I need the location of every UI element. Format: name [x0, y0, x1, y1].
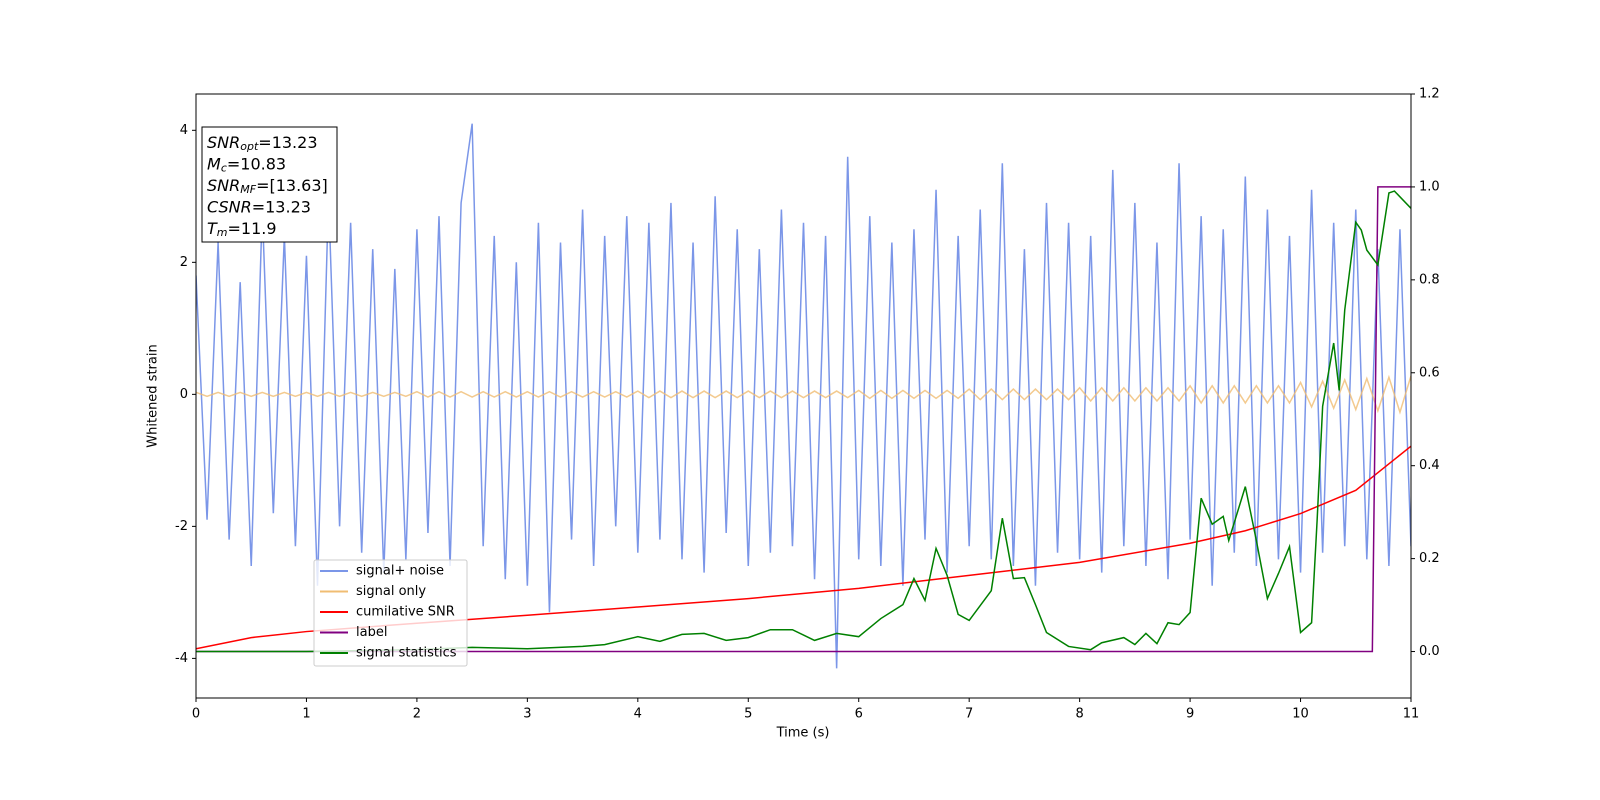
annotation-subscript: opt	[240, 140, 259, 153]
annotation-value: =11.9	[228, 219, 277, 238]
series-line	[196, 186, 1411, 653]
annotation-line: CSNR=13.23	[207, 197, 311, 216]
x-tick-label: 4	[634, 707, 642, 722]
annotation-value: =13.23	[252, 197, 311, 216]
annotation-line: Tm=11.9	[207, 219, 277, 240]
legend-label: signal statistics	[356, 646, 457, 661]
annotation-box	[201, 126, 338, 243]
annotation-value: =13.23	[258, 133, 317, 152]
legend-label: label	[356, 625, 387, 640]
x-tick-label: 2	[413, 707, 421, 722]
annotation-line: SNRopt=13.23	[207, 133, 318, 154]
series-line	[196, 190, 1411, 653]
series-line	[196, 123, 1411, 669]
annotation-symbol: SNR	[207, 133, 240, 152]
annotation-symbol: T	[207, 219, 218, 238]
annotation-value: =10.83	[227, 154, 286, 173]
x-tick-label: 0	[192, 707, 200, 722]
x-tick-label: 9	[1186, 707, 1194, 722]
y2-tick-label: 0.0	[1419, 644, 1440, 659]
x-tick-label: 6	[855, 707, 863, 722]
y2-tick-label: 0.2	[1419, 551, 1440, 566]
legend-label: signal+ noise	[356, 564, 444, 579]
y2-tick-label: 1.0	[1419, 179, 1440, 194]
x-tick-label: 11	[1403, 707, 1420, 722]
y-tick-label: 2	[180, 255, 188, 270]
annotation-line: SNRMF=[13.63]	[207, 176, 328, 197]
x-tick-label: 3	[523, 707, 531, 722]
legend-box	[313, 559, 468, 667]
annotation-subscript: MF	[240, 183, 256, 196]
x-tick-label: 5	[744, 707, 752, 722]
y2-tick-label: 1.2	[1419, 87, 1440, 102]
annotation-symbol: M	[207, 154, 221, 173]
y2-tick-label: 0.4	[1419, 458, 1440, 473]
y-tick-label: 0	[180, 387, 188, 402]
x-axis-label: Time (s)	[776, 726, 830, 741]
x-tick-label: 7	[965, 707, 973, 722]
y2-tick-label: 0.8	[1419, 272, 1440, 287]
series-line	[196, 374, 1411, 415]
annotation-subscript: c	[221, 162, 227, 175]
annotation-line: Mc=10.83	[207, 154, 286, 175]
annotation-value: =[13.63]	[256, 176, 328, 195]
annotation-symbol: CSNR	[207, 197, 252, 216]
legend-label: cumilative SNR	[356, 605, 455, 620]
y-tick-label: 4	[180, 123, 188, 138]
y-axis-label: Whitened strain	[146, 344, 161, 447]
x-tick-label: 1	[302, 707, 310, 722]
y-tick-label: -4	[175, 651, 188, 666]
x-tick-label: 8	[1075, 707, 1083, 722]
legend-label: signal only	[356, 584, 426, 599]
y2-tick-label: 0.6	[1419, 365, 1440, 380]
plot-frame	[195, 93, 1412, 699]
annotation-symbol: SNR	[207, 176, 240, 195]
y-tick-label: -2	[175, 519, 188, 534]
annotation-subscript: m	[217, 226, 228, 239]
x-tick-label: 10	[1292, 707, 1309, 722]
